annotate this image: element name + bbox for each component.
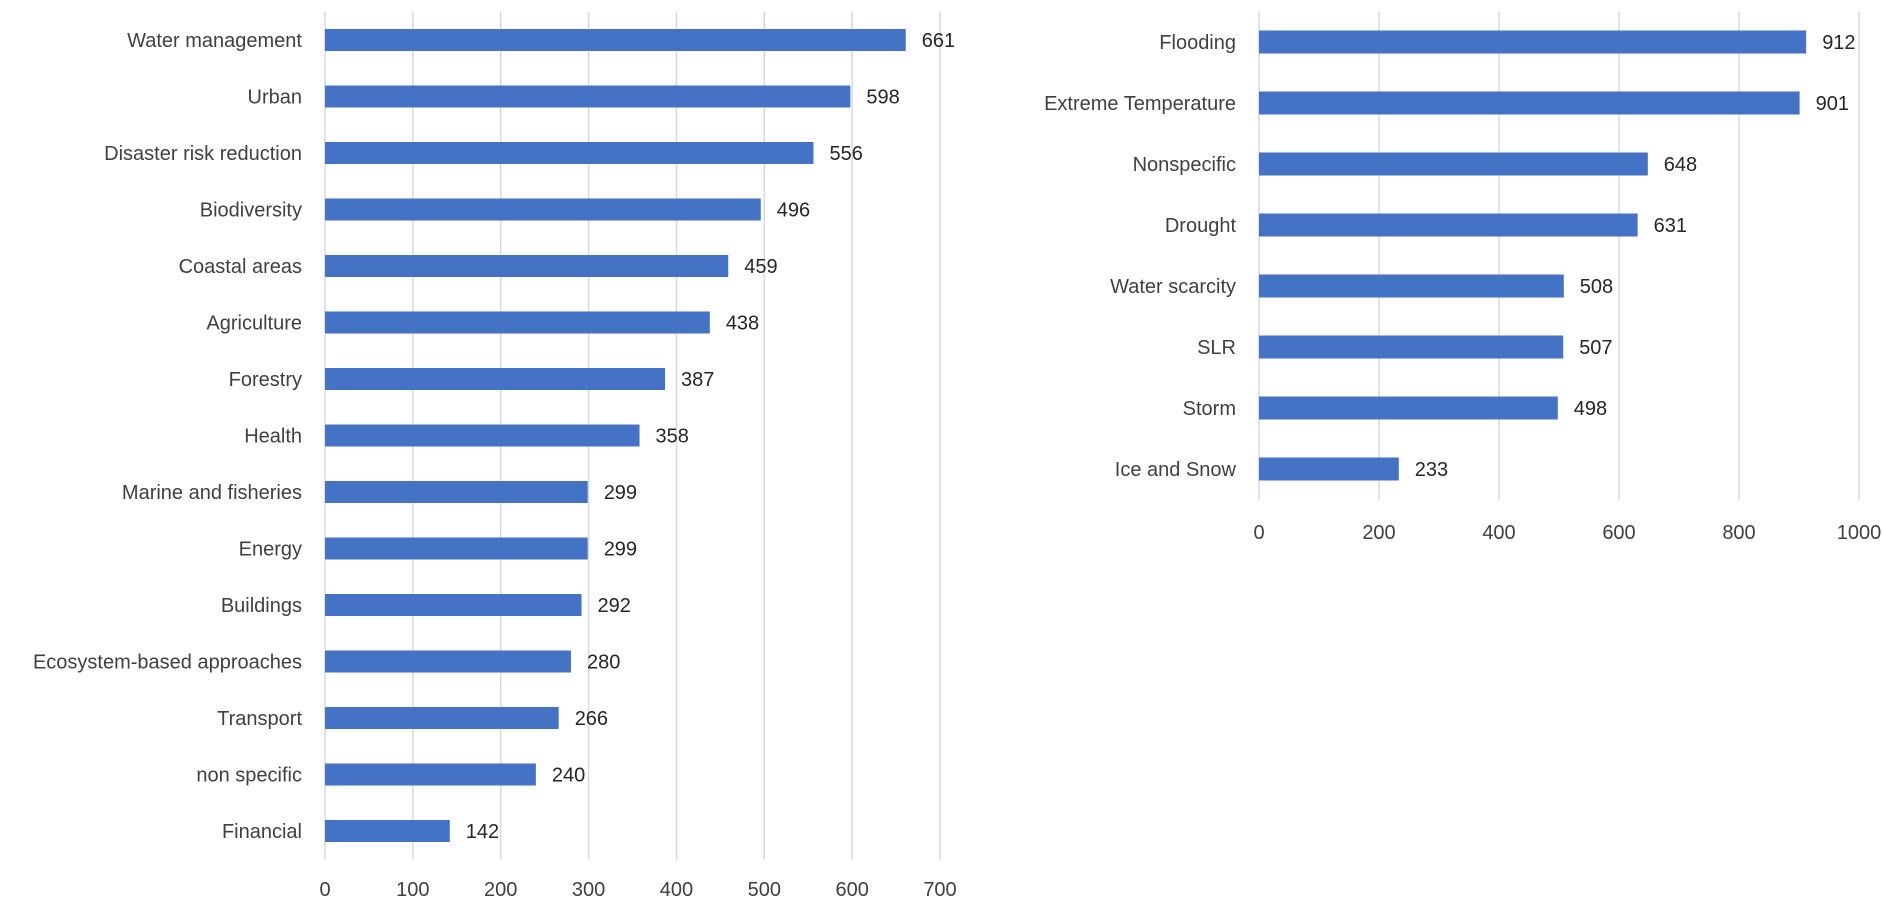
bar [325, 29, 906, 51]
category-label: Coastal areas [179, 256, 302, 278]
bar [325, 650, 571, 673]
bar [1259, 274, 1564, 298]
data-label: 507 [1579, 337, 1612, 359]
x-tick-label: 400 [660, 879, 693, 901]
data-label: 556 [829, 143, 862, 165]
category-label: Transport [217, 708, 302, 730]
data-label: 648 [1664, 154, 1697, 176]
bar [325, 424, 640, 447]
bar [325, 311, 710, 334]
bar [1259, 91, 1800, 115]
data-label: 280 [587, 652, 620, 674]
bar [1259, 396, 1558, 420]
x-tick-label: 700 [923, 879, 956, 901]
data-label: 142 [466, 821, 499, 843]
bar [325, 198, 761, 221]
left-bar-chart: 0 100 200 300 400 500 600 700 Water management 66… [33, 11, 957, 901]
data-label: 496 [777, 200, 810, 222]
category-label: Ice and Snow [1115, 459, 1237, 481]
bar [325, 707, 559, 729]
category-label: non specific [196, 765, 302, 787]
x-tick-label: 300 [572, 879, 605, 901]
data-label: 240 [552, 765, 585, 787]
category-label: Forestry [229, 369, 302, 391]
category-label: Agriculture [206, 313, 302, 335]
bar [325, 820, 450, 842]
data-label: 912 [1822, 32, 1855, 54]
bar [1259, 30, 1807, 54]
bar [325, 537, 588, 560]
x-tick-label: 600 [1602, 522, 1635, 544]
bar [325, 85, 851, 108]
category-label: Water management [127, 30, 302, 52]
category-label: Energy [239, 539, 302, 561]
category-label: Marine and fisheries [122, 482, 302, 504]
bar [1259, 457, 1399, 481]
data-label: 299 [604, 482, 637, 504]
data-label: 233 [1415, 459, 1448, 481]
category-label: SLR [1197, 337, 1236, 359]
category-label: Financial [222, 821, 302, 843]
category-label: Urban [248, 87, 302, 109]
category-label: Water scarcity [1110, 276, 1236, 298]
x-tick-label: 200 [484, 879, 517, 901]
bar [325, 368, 666, 390]
x-tick-label: 100 [396, 879, 429, 901]
category-label: Nonspecific [1133, 154, 1236, 176]
bar [325, 594, 582, 616]
category-label: Storm [1183, 398, 1236, 420]
data-label: 387 [681, 369, 714, 391]
data-label: 661 [922, 30, 955, 52]
data-label: 459 [744, 256, 777, 278]
category-label: Disaster risk reduction [104, 143, 302, 165]
data-label: 508 [1580, 276, 1613, 298]
data-label: 631 [1654, 215, 1687, 237]
category-label: Buildings [221, 595, 302, 617]
data-label: 299 [604, 539, 637, 561]
x-tick-label: 800 [1722, 522, 1755, 544]
x-tick-label: 400 [1482, 522, 1515, 544]
data-label: 438 [726, 313, 759, 335]
x-tick-label: 200 [1362, 522, 1395, 544]
bar [1259, 335, 1564, 359]
category-label: Flooding [1159, 32, 1236, 54]
bar [1259, 213, 1638, 237]
data-label: 266 [575, 708, 608, 730]
bar [325, 481, 588, 503]
data-label: 292 [598, 595, 631, 617]
category-label: Health [244, 426, 302, 448]
x-tick-label: 600 [835, 879, 868, 901]
data-label: 901 [1816, 93, 1849, 115]
category-label: Ecosystem-based approaches [33, 652, 302, 674]
data-label: 358 [656, 426, 689, 448]
x-tick-label: 0 [1253, 522, 1264, 544]
bar [325, 255, 729, 277]
data-label: 598 [866, 87, 899, 109]
x-tick-label: 1000 [1837, 522, 1882, 544]
bar [325, 763, 536, 786]
x-tick-label: 500 [748, 879, 781, 901]
category-label: Extreme Temperature [1044, 93, 1236, 115]
bar [325, 142, 814, 164]
data-label: 498 [1574, 398, 1607, 420]
right-bar-chart: 0 200 400 600 800 1000 Flooding 912 Extreme Temp… [1044, 11, 1882, 544]
x-tick-label: 0 [319, 879, 330, 901]
category-label: Drought [1165, 215, 1237, 237]
category-label: Biodiversity [200, 200, 302, 222]
bar [1259, 152, 1648, 176]
